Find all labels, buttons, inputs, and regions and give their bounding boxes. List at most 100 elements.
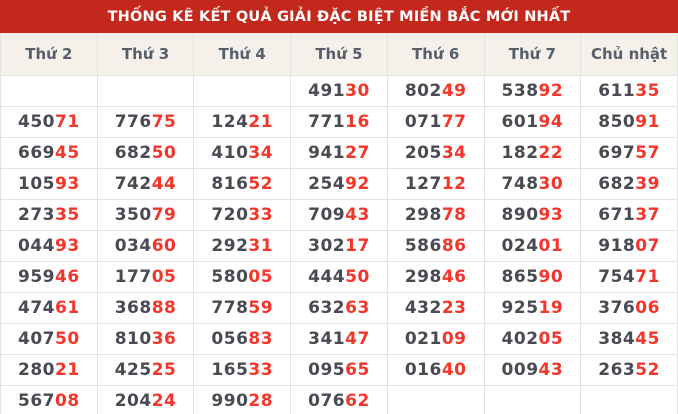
digits-prefix: 771: [308, 111, 346, 132]
digits-suffix-red: 30: [345, 80, 370, 101]
result-cell: [96, 74, 195, 107]
digits-suffix-red: 57: [635, 142, 660, 163]
digits-suffix-red: 17: [345, 235, 370, 256]
result-cell: 95946: [0, 260, 98, 293]
result-cell: [483, 384, 582, 414]
column-header-chu-nhat: Chủ nhật: [580, 33, 678, 76]
digits-prefix: 990: [211, 390, 249, 411]
column-header-thu-6: Thứ 6: [386, 33, 485, 76]
page-title: THỐNG KÊ KẾT QUẢ GIẢI ĐẶC BIỆT MIỀN BẮC …: [0, 0, 678, 33]
digits-suffix-red: 45: [635, 328, 660, 349]
digits-prefix: 567: [18, 390, 56, 411]
digits-suffix-red: 21: [55, 359, 80, 380]
digits-suffix-red: 78: [441, 204, 467, 225]
digits-prefix: 402: [501, 328, 539, 349]
result-cell: 68239: [580, 167, 678, 200]
digits-suffix-red: 16: [345, 111, 370, 132]
digits-suffix-red: 71: [55, 111, 80, 132]
digits-prefix: 204: [114, 390, 152, 411]
table-row: 56708 20424 99028 07662: [0, 384, 678, 414]
digits-prefix: 682: [114, 142, 152, 163]
digits-prefix: 918: [598, 235, 636, 256]
digits-suffix-red: 01: [538, 235, 564, 256]
digits-suffix-red: 59: [248, 297, 274, 318]
digits-prefix: 632: [308, 297, 346, 318]
digits-suffix-red: 50: [55, 328, 80, 349]
result-cell: 77675: [96, 105, 195, 138]
digits-prefix: 205: [404, 142, 442, 163]
result-cell: 63263: [290, 291, 388, 324]
digits-prefix: 016: [404, 359, 442, 380]
result-cell: 40750: [0, 322, 98, 355]
digits-suffix-red: 44: [151, 173, 177, 194]
result-cell: [193, 74, 292, 107]
result-cell: 91807: [580, 229, 678, 262]
digits-prefix: 538: [501, 80, 539, 101]
result-cell: 40205: [483, 322, 582, 355]
digits-prefix: 302: [308, 235, 346, 256]
result-cell: [580, 384, 678, 414]
digits-prefix: 671: [598, 204, 636, 225]
digits-prefix: 076: [308, 390, 346, 411]
digits-prefix: 865: [501, 266, 539, 287]
digits-prefix: 776: [114, 111, 152, 132]
digits-suffix-red: 88: [151, 297, 177, 318]
result-cell: 02109: [386, 322, 485, 355]
digits-prefix: 350: [114, 204, 152, 225]
digits-suffix-red: 30: [538, 173, 564, 194]
digits-suffix-red: 94: [538, 111, 564, 132]
result-cell: 60194: [483, 105, 582, 138]
digits-suffix-red: 52: [635, 359, 660, 380]
result-cell: 72033: [193, 198, 292, 231]
result-cell: 07177: [386, 105, 485, 138]
result-cell: 27335: [0, 198, 98, 231]
digits-prefix: 376: [598, 297, 636, 318]
digits-suffix-red: 25: [151, 359, 177, 380]
digits-prefix: 682: [598, 173, 636, 194]
digits-prefix: 263: [598, 359, 636, 380]
result-cell: 10593: [0, 167, 98, 200]
digits-suffix-red: 92: [345, 173, 370, 194]
results-table-header: Thứ 2 Thứ 3 Thứ 4 Thứ 5 Thứ 6 Thứ 7 Chủ …: [0, 33, 678, 76]
table-row: 28021 42525 16533 09565 01640 00943 26352: [0, 353, 678, 386]
digits-prefix: 925: [501, 297, 539, 318]
digits-suffix-red: 12: [441, 173, 467, 194]
digits-suffix-red: 33: [248, 204, 274, 225]
digits-prefix: 586: [404, 235, 442, 256]
digits-prefix: 034: [114, 235, 152, 256]
table-row: 47461 36888 77859 63263 43223 92519 37606: [0, 291, 678, 324]
digits-suffix-red: 61: [55, 297, 80, 318]
digits-prefix: 601: [501, 111, 539, 132]
digits-suffix-red: 49: [441, 80, 467, 101]
result-cell: 34147: [290, 322, 388, 355]
result-cell: 66945: [0, 136, 98, 169]
result-cell: 69757: [580, 136, 678, 169]
digits-prefix: 410: [211, 142, 249, 163]
result-cell: 25492: [290, 167, 388, 200]
digits-suffix-red: 09: [441, 328, 467, 349]
result-cell: 16533: [193, 353, 292, 386]
digits-suffix-red: 50: [151, 142, 177, 163]
result-cell: 53892: [483, 74, 582, 107]
result-cell: 12712: [386, 167, 485, 200]
digits-suffix-red: 33: [248, 359, 274, 380]
digits-suffix-red: 93: [55, 173, 80, 194]
result-cell: 80249: [386, 74, 485, 107]
table-row: 04493 03460 29231 30217 58686 02401 91807: [0, 229, 678, 262]
result-cell: 18222: [483, 136, 582, 169]
digits-prefix: 432: [404, 297, 442, 318]
result-cell: 20534: [386, 136, 485, 169]
digits-suffix-red: 77: [441, 111, 467, 132]
result-cell: 00943: [483, 353, 582, 386]
column-header-thu-7: Thứ 7: [483, 33, 582, 76]
result-cell: 41034: [193, 136, 292, 169]
result-cell: 02401: [483, 229, 582, 262]
digits-suffix-red: 27: [345, 142, 370, 163]
result-cell: 43223: [386, 291, 485, 324]
digits-prefix: 298: [404, 266, 442, 287]
result-cell: 44450: [290, 260, 388, 293]
digits-prefix: 697: [598, 142, 636, 163]
result-cell: 58686: [386, 229, 485, 262]
digits-prefix: 611: [598, 80, 636, 101]
result-cell: [0, 74, 98, 107]
